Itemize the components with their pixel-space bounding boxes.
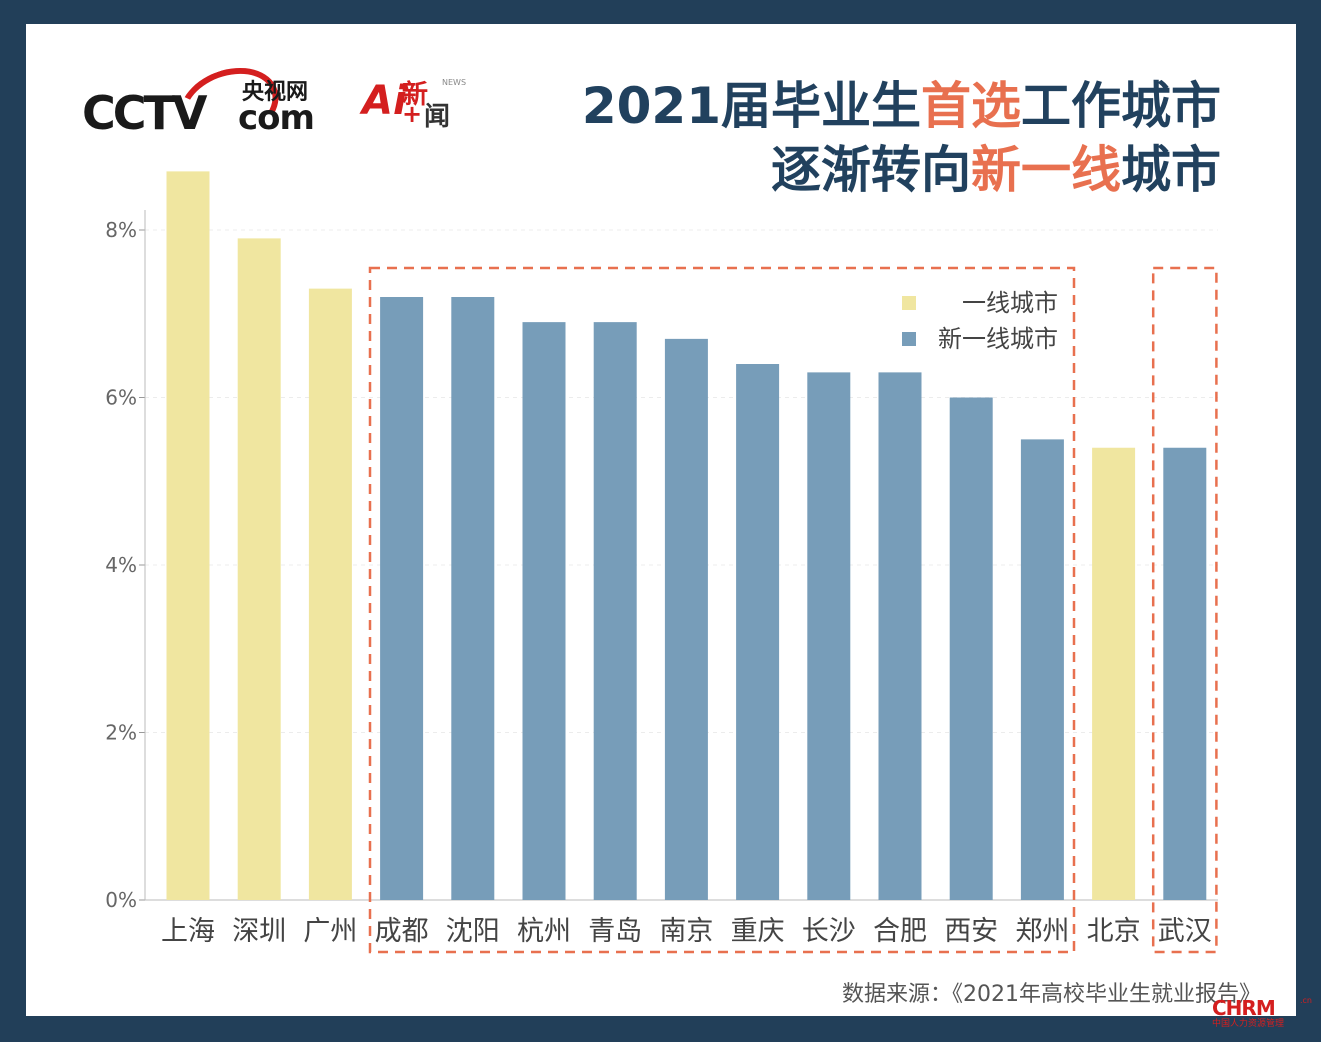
x-tick-label: 广州 [303,916,357,947]
x-tick-label: 上海 [161,916,215,947]
bar [807,372,851,900]
bar [664,338,708,900]
y-tick-label: 8% [105,218,137,242]
x-tick-label: 杭州 [517,916,571,947]
cctv-logo-com: com [238,98,315,138]
ai-news-logo: Ai 新 + 闻 NEWS [362,74,472,134]
cctv-logo: CCTV 央视网 com [82,54,332,158]
title-line1-part1: 2021届毕业生 [581,77,921,135]
title-line1-highlight: 首选 [921,77,1021,135]
bar [736,364,780,900]
chart-card [26,24,1296,1016]
bar [308,288,352,900]
chart-title-line1: 2021届毕业生首选工作城市 [582,74,1221,138]
bar [522,322,566,900]
cctv-logo-cn: 央视网 [242,80,309,105]
x-tick-label: 武汉 [1158,916,1212,947]
x-tick-label: 青岛 [588,916,642,947]
bar [1092,447,1136,900]
ai-news-logo-news: NEWS [442,78,467,87]
bar [237,238,281,900]
title-line2-part2: 城市 [1121,141,1221,199]
cctv-logo-text: CCTV [82,86,207,140]
x-tick-label: 北京 [1087,916,1141,947]
x-tick-label: 长沙 [802,916,856,947]
x-tick-label: 深圳 [232,916,286,947]
chart-title-line2: 逐渐转向新一线城市 [582,138,1221,202]
x-tick-label: 重庆 [731,916,785,947]
x-tick-label: 合肥 [873,916,927,947]
chrm-logo-sub: 中国人力资源管理 [1212,1019,1285,1029]
bar [380,297,424,900]
bar [878,372,922,900]
ai-news-logo-wen: 闻 [424,102,451,132]
y-tick-label: 0% [105,888,137,912]
title-line2-part1: 逐渐转向 [771,141,971,199]
x-tick-label: 沈阳 [446,916,500,947]
legend-label: 新一线城市 [938,325,1058,353]
ai-news-logo-a: Ai [362,78,407,124]
bar [949,397,993,900]
bar [1163,447,1207,900]
title-line1-part2: 工作城市 [1021,77,1221,135]
legend-swatch [902,296,916,310]
chrm-logo-text: CHRM [1212,996,1276,1020]
x-tick-label: 成都 [375,916,429,947]
y-tick-label: 4% [105,553,137,577]
bar [166,171,210,900]
chrm-logo-cn: .cn [1299,996,1312,1005]
x-tick-label: 南京 [659,916,713,947]
bar [1020,439,1064,900]
x-tick-label: 西安 [944,916,998,947]
bar [593,322,637,900]
bar [451,297,495,900]
new-tier1-highlight-box [368,266,1076,954]
title-line2-highlight: 新一线 [971,141,1121,199]
chart-title: 2021届毕业生首选工作城市 逐渐转向新一线城市 [582,74,1221,202]
ai-news-logo-plus: + [402,100,423,128]
x-tick-label: 郑州 [1015,916,1069,947]
chrm-logo: CHRM .cn 中国人力资源管理 [1212,996,1312,1036]
legend-label: 一线城市 [962,289,1058,317]
ai-news-logo-xin: 新 [402,80,429,110]
y-tick-label: 2% [105,721,137,745]
y-tick-label: 6% [105,386,137,410]
legend-swatch [902,332,916,346]
data-source: 数据来源：《2021年高校毕业生就业报告》 [842,982,1261,1007]
